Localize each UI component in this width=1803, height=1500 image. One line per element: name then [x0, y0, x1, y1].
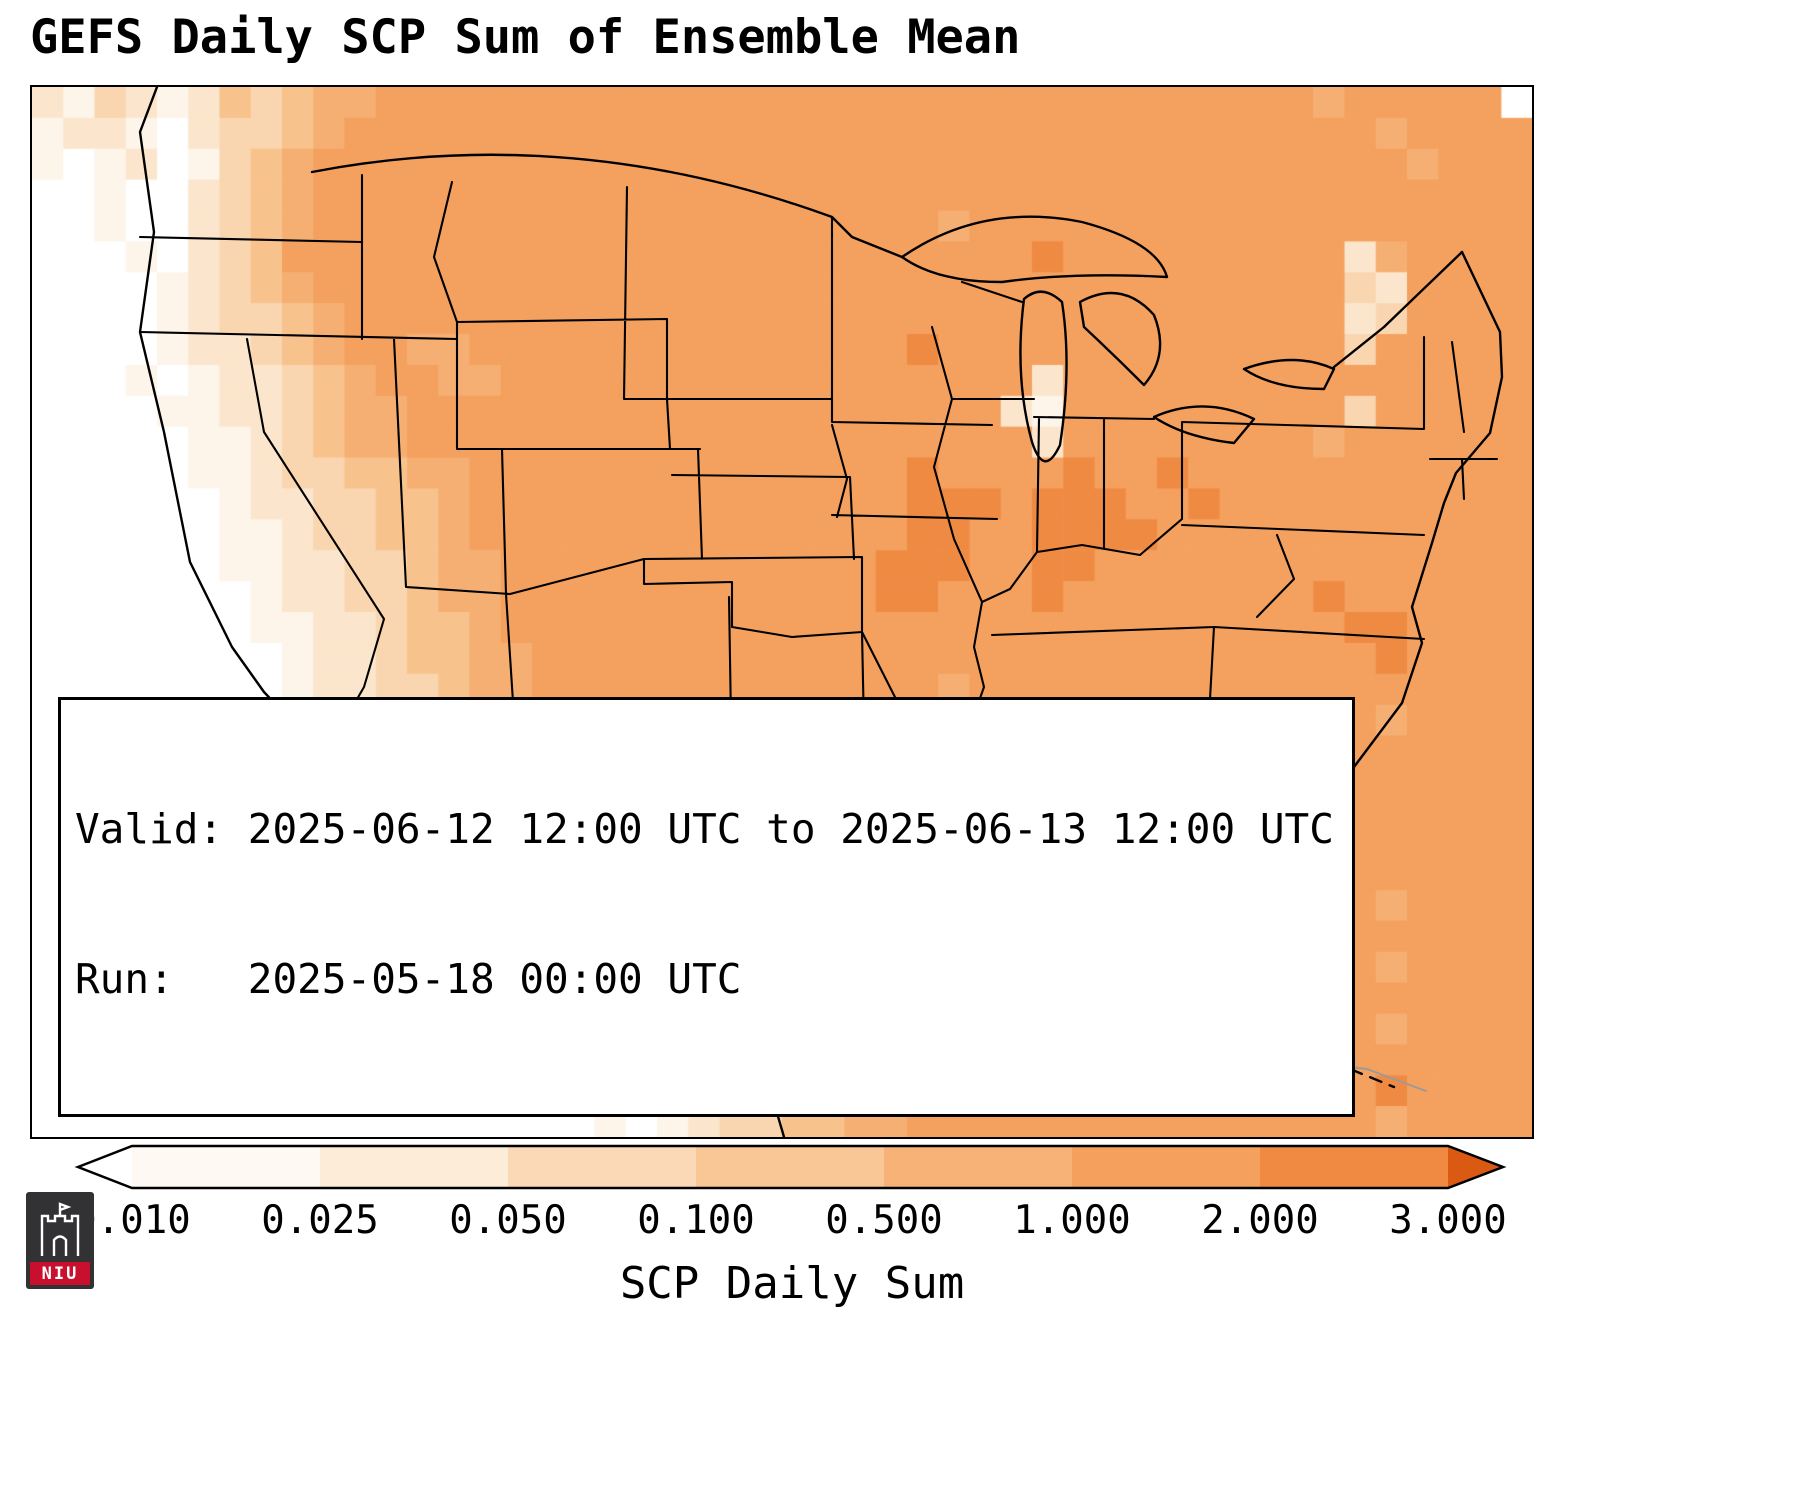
weather-map: Valid: 2025-06-12 12:00 UTC to 2025-06-1…: [30, 85, 1534, 1139]
lake-ontario: [1242, 358, 1336, 391]
logo-banner: NIU: [30, 1262, 90, 1285]
lake-superior: [900, 215, 1169, 284]
colorbar-tick-label: 0.025: [261, 1198, 379, 1243]
lake-erie: [1152, 405, 1256, 445]
colorbar-tick-label: 1.000: [1013, 1198, 1131, 1243]
valid-time-line: Valid: 2025-06-12 12:00 UTC to 2025-06-1…: [75, 804, 1334, 853]
colorbar-bar: [74, 1144, 1507, 1190]
info-box: Valid: 2025-06-12 12:00 UTC to 2025-06-1…: [58, 696, 1355, 1117]
run-time-line: Run: 2025-05-18 00:00 UTC: [75, 954, 742, 1003]
colorbar-label: SCP Daily Sum: [619, 1258, 965, 1309]
lake-michigan: [1019, 290, 1068, 463]
castle-icon: [40, 1202, 80, 1256]
canada-border: [310, 153, 1464, 369]
colorbar-tick-label: 3.000: [1389, 1198, 1507, 1243]
colorbar: 0.010 0.025 0.050 0.100 0.500 1.000 2.000 3.000…: [0, 1142, 1803, 1362]
niu-logo: NIU: [26, 1192, 94, 1289]
colorbar-tick-label: 2.000: [1201, 1198, 1319, 1243]
page-title: GEFS Daily SCP Sum of Ensemble Mean: [30, 10, 1021, 65]
colorbar-tick-label: 0.100: [637, 1198, 755, 1243]
colorbar-tick-label: 0.500: [825, 1198, 943, 1243]
colorbar-tick-label: 0.050: [449, 1198, 567, 1243]
lake-huron: [1078, 291, 1162, 387]
